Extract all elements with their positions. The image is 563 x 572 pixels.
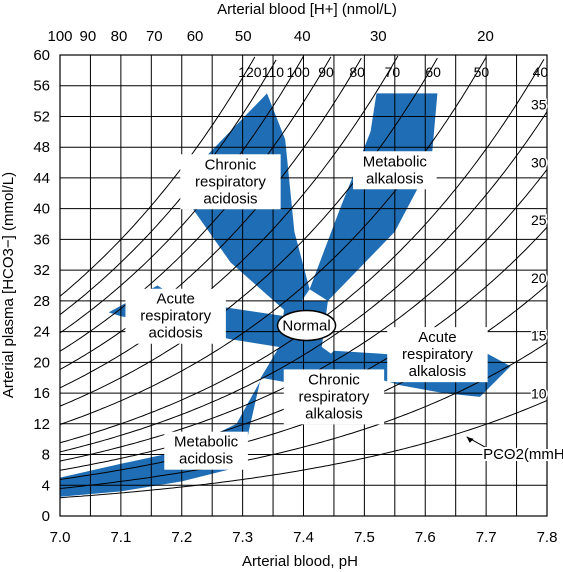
- region-label-bg: [353, 151, 437, 190]
- region-label: respiratory: [140, 308, 211, 325]
- isobar-100: [59, 55, 304, 334]
- region-label-normal: Normal: [282, 317, 330, 334]
- y-tick-label: 44: [33, 170, 50, 187]
- y-tick-label: 40: [33, 201, 50, 218]
- region-label-bg: [164, 431, 248, 470]
- x-tick-label: 7.4: [293, 529, 314, 546]
- isobar-label-top: 60: [425, 64, 441, 80]
- isobar-label-top: 40: [533, 64, 549, 80]
- y-tick-label: 16: [33, 385, 50, 402]
- x-tick-label: 7.3: [232, 529, 253, 546]
- region-label: Chronic: [308, 371, 360, 388]
- region-label: Chronic: [205, 156, 257, 173]
- y-tick-label: 4: [42, 477, 50, 494]
- region-label: acidosis: [179, 451, 233, 468]
- y-tick-label: 20: [33, 354, 50, 371]
- h-tick-label: 50: [235, 28, 252, 45]
- x-tick-label: 7.1: [110, 529, 131, 546]
- isobar-90: [59, 56, 332, 352]
- y-tick-label: 24: [33, 324, 50, 341]
- x-tick-label: 7.8: [537, 529, 558, 546]
- region-label: respiratory: [402, 346, 473, 363]
- isobar-label-right: 20: [531, 270, 547, 286]
- y-tick-label: 52: [33, 108, 50, 125]
- region-labels: NormalChronicrespiratoryacidosisMetaboli…: [125, 151, 488, 470]
- isobar-label-right: 10: [531, 385, 547, 401]
- isobar-label-right: 35: [531, 97, 547, 113]
- region-label-bg: [387, 327, 488, 383]
- region-label: Metabolic: [174, 434, 239, 451]
- h-tick-label: 100: [47, 28, 72, 45]
- h-tick-label: 40: [294, 28, 311, 45]
- chart-axes: 7.0 7.1 7.2 7.3 7.4 7.5 7.6 7.7 7.80481216202428…: [33, 28, 563, 546]
- isobar-15: [59, 342, 548, 489]
- isobar-label-right: 30: [531, 154, 547, 170]
- x-tick-label: 7.7: [476, 529, 497, 546]
- region-label: respiratory: [299, 388, 370, 405]
- y-tick-label: 8: [42, 447, 50, 464]
- region-label: respiratory: [195, 173, 266, 190]
- isobar-label-top: 120: [238, 64, 262, 80]
- region-label: alkalosis: [305, 405, 363, 422]
- h-tick-label: 30: [370, 28, 387, 45]
- x-tick-label: 7.6: [415, 529, 436, 546]
- isobar-label-right: 15: [531, 328, 547, 344]
- region-label: alkalosis: [366, 170, 424, 187]
- pco2-label: PCO2(mmHg): [483, 446, 563, 463]
- region-label: Acute: [156, 291, 194, 308]
- y-axis-title: Arterial plasma [HCO3−] (mmol/L): [0, 172, 17, 398]
- x-tick-label: 7.5: [354, 529, 375, 546]
- y-tick-label: 32: [33, 262, 50, 279]
- y-tick-label: 36: [33, 231, 50, 248]
- region-label: acidosis: [203, 190, 257, 207]
- x-tick-label: 7.2: [171, 529, 192, 546]
- top-axis-title: Arterial blood [H+] (nmol/L): [217, 1, 397, 18]
- isobar-120: [59, 56, 256, 297]
- h-tick-label: 70: [146, 28, 163, 45]
- region-label-bg: [180, 154, 281, 210]
- plot-frame: [59, 54, 548, 517]
- x-axis-title: Arterial blood, pH: [242, 553, 358, 570]
- isobar-label-top: 80: [349, 64, 365, 80]
- y-tick-label: 48: [33, 139, 50, 156]
- h-tick-label: 20: [477, 28, 494, 45]
- y-tick-label: 56: [33, 78, 50, 95]
- region-label: Acute: [418, 329, 456, 346]
- y-tick-label: 28: [33, 293, 50, 310]
- isobar-label-top: 70: [385, 64, 401, 80]
- isobar-70: [59, 55, 399, 389]
- isobar-label-top: 100: [286, 64, 310, 80]
- isobar-label-right: 25: [531, 212, 547, 228]
- region-label-bg: [125, 288, 226, 344]
- pco2-arrowhead: [466, 436, 474, 443]
- isobar-10: [59, 400, 548, 499]
- y-tick-label: 0: [42, 508, 50, 525]
- isobar-80: [59, 57, 362, 370]
- normal-ellipse: [276, 309, 337, 342]
- y-tick-label: 12: [33, 416, 50, 433]
- region-label-bg: [283, 369, 385, 425]
- isobar-110: [59, 59, 277, 315]
- h-tick-label: 80: [111, 28, 128, 45]
- isobar-label-top: 90: [318, 64, 334, 80]
- h-tick-label: 60: [187, 28, 204, 45]
- x-tick-label: 7.0: [50, 529, 71, 546]
- y-tick-label: 60: [33, 47, 50, 64]
- region-label: alkalosis: [409, 363, 467, 380]
- region-label: Metabolic: [363, 153, 428, 170]
- region-label: acidosis: [149, 325, 203, 342]
- isobar-label-top: 110: [262, 64, 285, 80]
- isobar-label-top: 50: [474, 64, 490, 80]
- isobar-35: [59, 111, 548, 453]
- region-metabolic-alkalosis: [309, 93, 438, 301]
- h-tick-label: 90: [80, 28, 97, 45]
